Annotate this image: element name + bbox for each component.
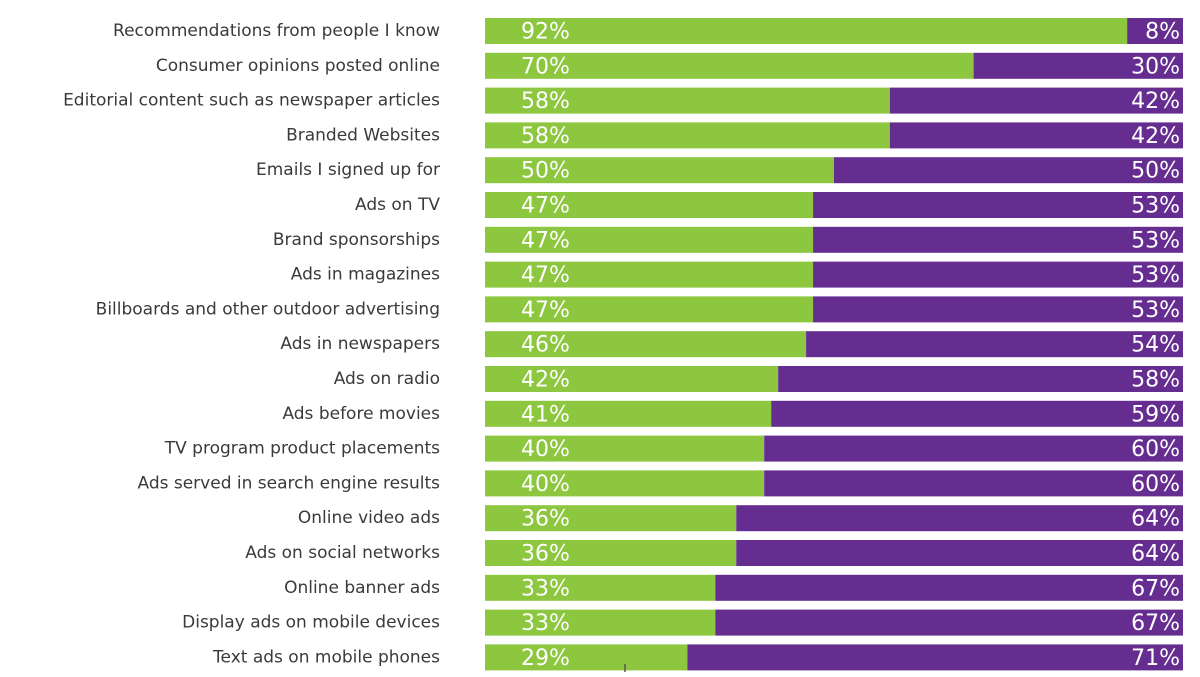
value-label-series-1: 33% [521,576,570,601]
bar-segment-series-2 [736,505,1183,532]
bar-segment-series-1 [485,366,779,392]
bar-segment-series-2 [687,644,1183,671]
value-label-series-1: 58% [521,89,570,114]
category-label: Emails I signed up for [256,160,440,180]
value-label-series-2: 53% [1131,194,1180,219]
bar-segment-series-2 [736,540,1183,566]
bars [485,18,1183,671]
value-label-series-2: 53% [1131,298,1180,323]
bar-segment-series-2 [764,470,1183,497]
category-label: Display ads on mobile devices [182,613,440,633]
category-label: Ads on social networks [245,543,440,563]
category-label: Ads served in search engine results [137,473,440,493]
value-label-series-2: 30% [1131,54,1180,79]
bar-segment-series-2 [715,609,1183,636]
value-label-series-1: 40% [521,437,570,462]
bar-segment-series-1 [485,331,807,358]
category-label: Ads before movies [282,404,440,424]
category-label: Ads in newspapers [280,334,440,354]
value-label-series-1: 40% [521,472,570,497]
bar-segment-series-2 [1127,18,1183,44]
value-label-series-2: 8% [1145,20,1180,45]
value-label-series-1: 47% [521,228,570,253]
category-label: Ads in magazines [291,265,440,285]
bar-segment-series-1 [485,540,737,566]
value-label-series-2: 67% [1131,611,1180,636]
category-label: Online banner ads [284,578,440,598]
value-label-series-2: 54% [1131,333,1180,358]
bar-segment-series-1 [485,435,765,462]
value-label-series-1: 29% [521,646,570,671]
bar-segment-series-1 [485,157,834,184]
bar-segment-series-2 [834,157,1183,184]
bar-segment-series-1 [485,226,814,253]
bar-segment-series-1 [485,87,890,114]
category-label: TV program product placements [164,439,440,459]
value-label-series-1: 36% [521,542,570,567]
bar-segment-series-1 [485,470,765,497]
category-label: Editorial content such as newspaper arti… [63,91,440,111]
value-label-series-2: 42% [1131,124,1180,149]
bar-segment-series-1 [485,296,814,323]
value-label-series-1: 47% [521,263,570,288]
value-label-series-1: 42% [521,368,570,393]
value-label-series-2: 53% [1131,263,1180,288]
value-label-series-1: 33% [521,611,570,636]
value-label-series-2: 60% [1131,437,1180,462]
bar-segment-series-2 [973,52,1183,79]
bar-segment-series-1 [485,192,814,218]
bar-segment-series-1 [485,18,1128,44]
category-label: Ads on TV [355,195,440,215]
value-labels: 92% 8% 70% 30% 58% 42% 58% 42% 50% 50% 47% 53% 47% 53… [521,20,1180,671]
category-label: Recommendations from people I know [113,21,440,41]
value-label-series-1: 58% [521,124,570,149]
category-label: Text ads on mobile phones [212,647,440,667]
value-label-series-1: 92% [521,20,570,45]
bar-segment-series-2 [813,226,1183,253]
value-label-series-1: 70% [521,54,570,79]
value-label-series-1: 36% [521,507,570,532]
category-label: Online video ads [298,508,440,528]
value-label-series-2: 64% [1131,507,1180,532]
bar-segment-series-1 [485,122,890,149]
value-label-series-2: 64% [1131,542,1180,567]
bar-segment-series-2 [764,435,1183,462]
bar-segment-series-2 [715,574,1183,601]
bar-segment-series-2 [806,331,1183,358]
bar-segment-series-2 [771,400,1183,427]
category-label: Branded Websites [286,125,440,145]
bar-segment-series-2 [813,192,1183,218]
bar-segment-series-1 [485,261,814,288]
bar-segment-series-2 [889,87,1183,114]
value-label-series-2: 67% [1131,576,1180,601]
category-label: Brand sponsorships [273,230,440,250]
bar-segment-series-2 [813,261,1183,288]
category-labels: Recommendations from people I know Consum… [63,21,440,667]
value-label-series-2: 71% [1131,646,1180,671]
value-label-series-2: 59% [1131,402,1180,427]
value-label-series-1: 41% [521,402,570,427]
bar-segment-series-2 [813,296,1183,323]
value-label-series-2: 60% [1131,472,1180,497]
bar-segment-series-2 [778,366,1183,392]
value-label-series-2: 53% [1131,228,1180,253]
value-label-series-1: 47% [521,298,570,323]
value-label-series-2: 42% [1131,89,1180,114]
category-label: Ads on radio [334,369,440,389]
bar-segment-series-1 [485,574,716,601]
value-label-series-2: 58% [1131,368,1180,393]
category-label: Billboards and other outdoor advertising [96,299,440,319]
bar-segment-series-1 [485,505,737,532]
value-label-series-2: 50% [1131,159,1180,184]
value-label-series-1: 47% [521,194,570,219]
bar-segment-series-1 [485,609,716,636]
bar-segment-series-2 [889,122,1183,149]
value-label-series-1: 46% [521,333,570,358]
bar-segment-series-1 [485,644,688,671]
value-label-series-1: 50% [521,159,570,184]
bar-segment-series-1 [485,400,772,427]
category-label: Consumer opinions posted online [156,56,440,76]
bar-segment-series-1 [485,52,974,79]
